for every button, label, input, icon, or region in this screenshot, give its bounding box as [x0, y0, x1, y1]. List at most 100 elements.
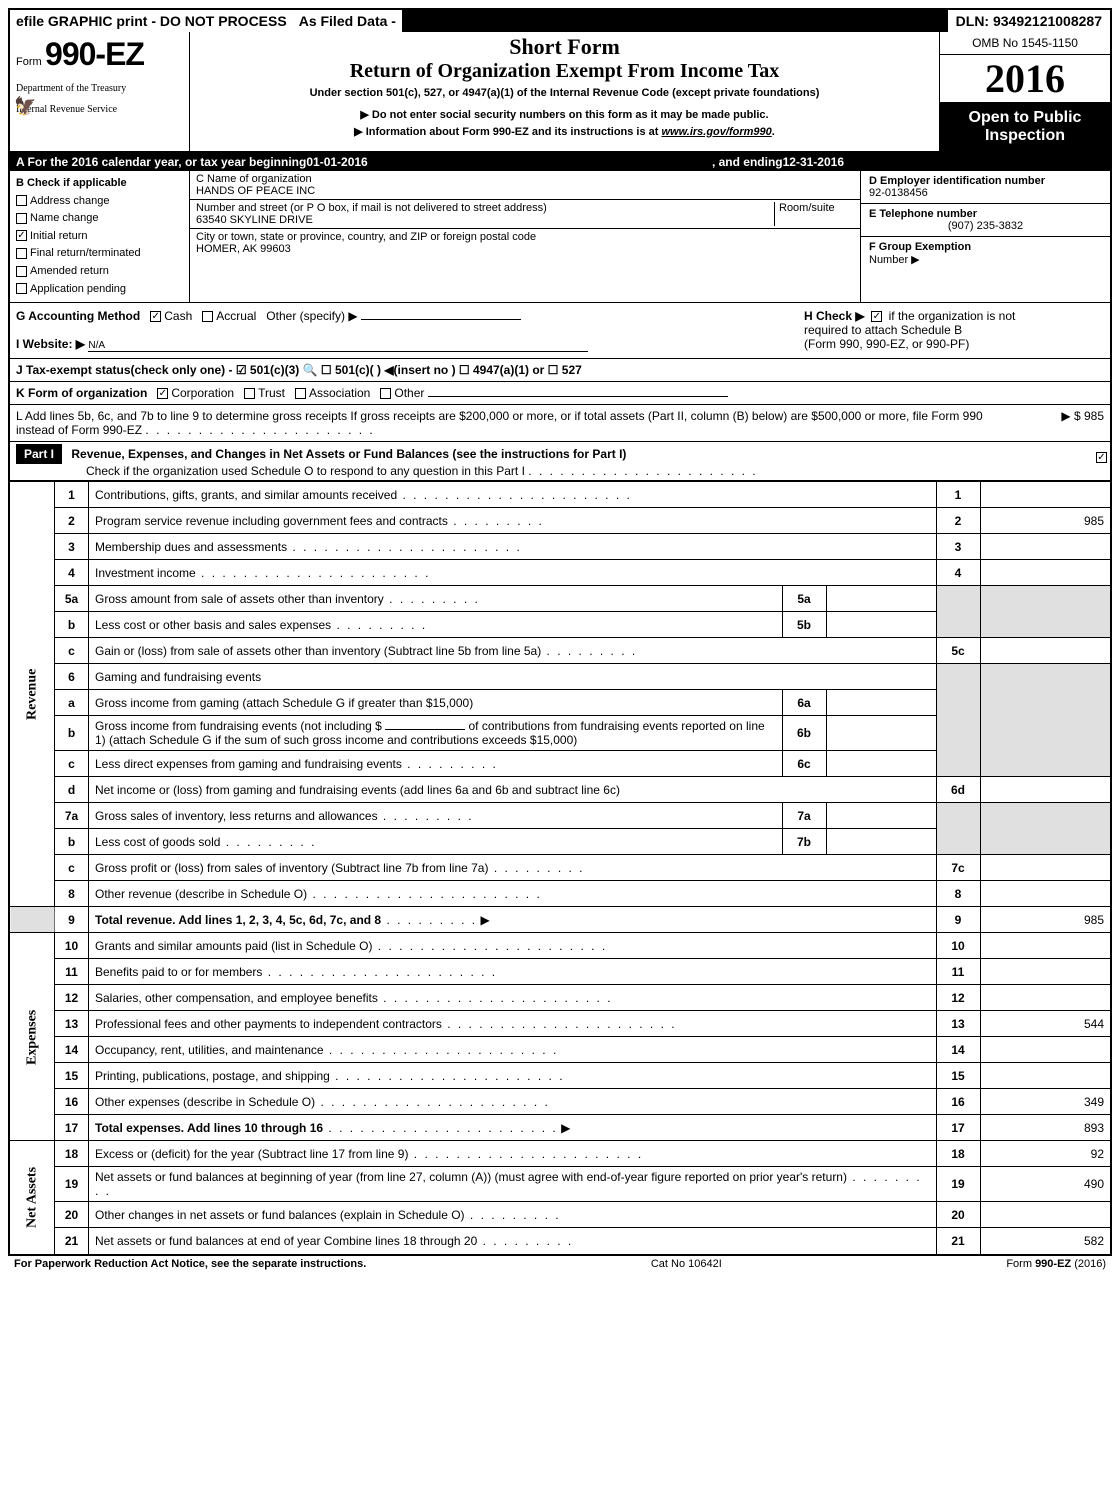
l8-desc: Other revenue (describe in Schedule O): [95, 887, 542, 901]
l19-desc: Net assets or fund balances at beginning…: [95, 1170, 847, 1184]
row-h: H Check ▶ if the organization is not req…: [804, 309, 1104, 352]
c-value: HANDS OF PEACE INC: [196, 185, 315, 197]
footer-left: For Paperwork Reduction Act Notice, see …: [14, 1258, 366, 1270]
cb-assoc[interactable]: [295, 388, 306, 399]
l8-box: 8: [936, 881, 980, 907]
bullet2-link[interactable]: www.irs.gov/form990: [662, 126, 772, 138]
street-label: Number and street (or P O box, if mail i…: [196, 202, 547, 214]
line-5c: c Gain or (loss) from sale of assets oth…: [10, 638, 1110, 664]
side-expenses: Expenses: [10, 933, 55, 1141]
l9-no: 9: [55, 907, 89, 933]
l12-val: [980, 985, 1110, 1011]
cb-h[interactable]: [871, 311, 882, 322]
side-blank-9: [10, 907, 55, 933]
c-street-block: Number and street (or P O box, if mail i…: [190, 200, 860, 229]
l20-box: 20: [936, 1202, 980, 1228]
row-a: A For the 2016 calendar year, or tax yea…: [10, 153, 1110, 171]
cb-pending[interactable]: [16, 283, 27, 294]
treasury-line1: Department of the Treasury: [16, 83, 183, 94]
line-4: 4 Investment income 4: [10, 560, 1110, 586]
main-table: Revenue 1 Contributions, gifts, grants, …: [10, 481, 1110, 1254]
l16-desc: Other expenses (describe in Schedule O): [95, 1095, 550, 1109]
k-assoc: Association: [309, 386, 370, 400]
k-other-line[interactable]: [428, 396, 728, 397]
form-container: efile GRAPHIC print - DO NOT PROCESS As …: [8, 8, 1112, 1256]
l11-val: [980, 959, 1110, 985]
g-cash: Cash: [164, 309, 192, 323]
l6b-blank[interactable]: [385, 729, 465, 730]
d-ein-block: D Employer identification number 92-0138…: [861, 171, 1110, 204]
l7c-desc: Gross profit or (loss) from sales of inv…: [95, 861, 585, 875]
l14-desc: Occupancy, rent, utilities, and maintena…: [95, 1043, 558, 1057]
k-corp: Corporation: [171, 386, 234, 400]
cb-address[interactable]: [16, 195, 27, 206]
l6d-no: d: [55, 777, 89, 803]
open-line1: Open to Public: [969, 109, 1082, 126]
tax-year: 2016: [940, 55, 1110, 103]
l6b-no: b: [55, 716, 89, 751]
l12-box: 12: [936, 985, 980, 1011]
line-16: 16 Other expenses (describe in Schedule …: [10, 1089, 1110, 1115]
l6c-no: c: [55, 751, 89, 777]
line-14: 14 Occupancy, rent, utilities, and maint…: [10, 1037, 1110, 1063]
e-value: (907) 235-3832: [869, 220, 1102, 232]
g-other-line[interactable]: [361, 319, 521, 320]
l20-val: [980, 1202, 1110, 1228]
line-7c: c Gross profit or (loss) from sales of i…: [10, 855, 1110, 881]
cb-final[interactable]: [16, 248, 27, 259]
l7b-desc: Less cost of goods sold: [95, 835, 316, 849]
b-amended: Amended return: [30, 265, 109, 277]
section-bcd: B Check if applicable Address change Nam…: [10, 171, 1110, 303]
l10-box: 10: [936, 933, 980, 959]
line-6d: d Net income or (loss) from gaming and f…: [10, 777, 1110, 803]
footer-mid: Cat No 10642I: [651, 1258, 722, 1270]
f-label2: Number ▶: [869, 254, 920, 266]
line-9: 9 Total revenue. Add lines 1, 2, 3, 4, 5…: [10, 907, 1110, 933]
open-to-public: Open to Public Inspection: [940, 103, 1110, 151]
bullet-2: ▶ Information about Form 990-EZ and its …: [196, 124, 933, 141]
l2-desc: Program service revenue including govern…: [95, 514, 544, 528]
l1-desc: Contributions, gifts, grants, and simila…: [95, 488, 632, 502]
k-trust: Trust: [258, 386, 285, 400]
l7c-box: 7c: [936, 855, 980, 881]
cb-other-org[interactable]: [380, 388, 391, 399]
cb-amended[interactable]: [16, 266, 27, 277]
l5b-sbox: 5b: [782, 612, 826, 638]
e-phone-block: E Telephone number (907) 235-3832: [861, 204, 1110, 237]
l5b-sval: [826, 612, 936, 638]
l16-box: 16: [936, 1089, 980, 1115]
l7a-desc: Gross sales of inventory, less returns a…: [95, 809, 474, 823]
l5c-val: [980, 638, 1110, 664]
cb-corp[interactable]: [157, 388, 168, 399]
line-21: 21 Net assets or fund balances at end of…: [10, 1228, 1110, 1254]
l9-val: 985: [980, 907, 1110, 933]
cb-name[interactable]: [16, 213, 27, 224]
line-3: 3 Membership dues and assessments 3: [10, 534, 1110, 560]
l4-val: [980, 560, 1110, 586]
f-label: F Group Exemption: [869, 241, 971, 253]
cb-initial[interactable]: [16, 230, 27, 241]
line-5a: 5a Gross amount from sale of assets othe…: [10, 586, 1110, 612]
row-a-end: 12-31-2016: [783, 155, 844, 169]
form-number: 990-EZ: [45, 36, 144, 72]
header-middle: Short Form Return of Organization Exempt…: [190, 32, 940, 151]
l17-no: 17: [55, 1115, 89, 1141]
grey-5v: [980, 586, 1110, 638]
cb-cash[interactable]: [150, 311, 161, 322]
l11-no: 11: [55, 959, 89, 985]
l2-no: 2: [55, 508, 89, 534]
cb-accrual[interactable]: [202, 311, 213, 322]
line-11: 11 Benefits paid to or for members 11: [10, 959, 1110, 985]
line-1: Revenue 1 Contributions, gifts, grants, …: [10, 482, 1110, 508]
cb-part-i-sched-o[interactable]: [1096, 452, 1107, 463]
l15-val: [980, 1063, 1110, 1089]
l14-box: 14: [936, 1037, 980, 1063]
header-right: OMB No 1545-1150 2016 Open to Public Ins…: [940, 32, 1110, 151]
col-b: B Check if applicable Address change Nam…: [10, 171, 190, 302]
g-other: Other (specify) ▶: [266, 309, 357, 323]
l15-desc: Printing, publications, postage, and shi…: [95, 1069, 565, 1083]
cb-trust[interactable]: [244, 388, 255, 399]
grey-5: [936, 586, 980, 638]
l3-val: [980, 534, 1110, 560]
part-i-title: Revenue, Expenses, and Changes in Net As…: [71, 447, 626, 461]
